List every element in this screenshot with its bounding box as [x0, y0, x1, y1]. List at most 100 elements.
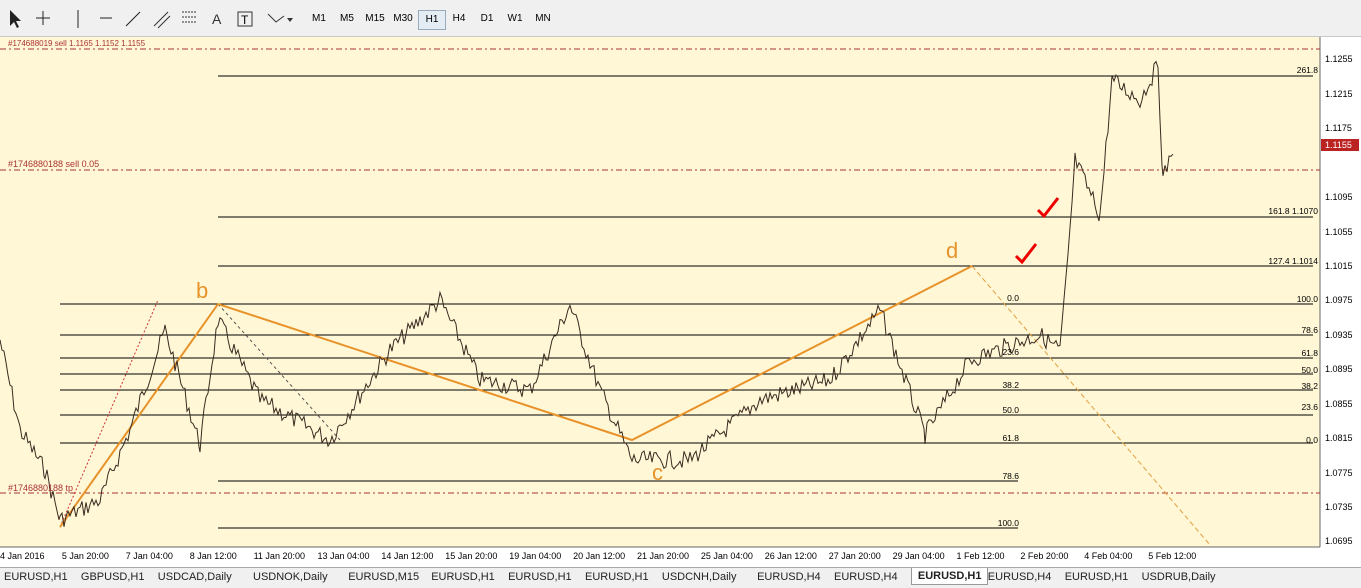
time-tick-label: 21 Jan 20:00 — [637, 551, 689, 561]
fib-level: 127.4 1.1014 — [1268, 256, 1318, 266]
fib-level: 78.6 — [1301, 325, 1318, 335]
price-tick-label: 1.0695 — [1325, 536, 1353, 546]
price-tick-label: 1.1015 — [1325, 261, 1353, 271]
time-tick-label: 19 Jan 04:00 — [509, 551, 561, 561]
pattern-point: b — [196, 278, 208, 303]
time-tick-label: 25 Jan 04:00 — [701, 551, 753, 561]
chart-tab[interactable]: USDCAD,Daily — [157, 571, 232, 583]
toolbar: A T M1 M5 M15 M30 H1 H4 D1 W1 MN — [0, 0, 1361, 37]
timeframe-button[interactable]: H1 — [418, 10, 446, 30]
price-tick-label: 1.0735 — [1325, 502, 1353, 512]
price-tick-label: 1.0815 — [1325, 433, 1353, 443]
fib-level: 78.6 — [1002, 471, 1019, 481]
time-tick-label: 15 Jan 20:00 — [445, 551, 497, 561]
tool-icons: A T — [10, 10, 293, 29]
fib-level: 100.0 — [998, 518, 1020, 528]
timeframe-button[interactable]: D1 — [480, 13, 494, 24]
fib-level: 61.8 — [1002, 433, 1019, 443]
plot-area — [0, 37, 1320, 547]
chart-tab[interactable]: EURUSD,H1 — [585, 571, 649, 583]
fib-level: 261.8 — [1297, 65, 1319, 75]
price-chart: #174688019 sell 1.1165 1.1152 1.1155 #174… — [0, 37, 1361, 567]
time-tick-label: 20 Jan 12:00 — [573, 551, 625, 561]
check-mark — [1014, 243, 1038, 265]
time-tick-label: 4 Feb 04:00 — [1084, 551, 1132, 561]
time-scale — [0, 547, 1361, 567]
current-price-box — [1321, 139, 1359, 151]
time-tick-label: 1 Feb 12:00 — [957, 551, 1005, 561]
timeframe-button[interactable]: M1 — [312, 13, 326, 24]
time-tick-label: 27 Jan 20:00 — [829, 551, 881, 561]
chart-tab[interactable]: USDRUB,Daily — [1141, 571, 1216, 583]
chart-tab[interactable]: GBPUSD,H1 — [80, 571, 145, 583]
fib-level: 100.0 — [1297, 294, 1319, 304]
chart-tab[interactable]: EURUSD,H4 — [987, 571, 1052, 583]
time-tick-label: 8 Jan 12:00 — [190, 551, 237, 561]
pattern-point: d — [946, 238, 958, 263]
pattern-line — [59, 265, 973, 528]
price-series — [0, 60, 1174, 527]
fib-level: 0.0 — [1306, 435, 1318, 445]
time-tick-label: 29 Jan 04:00 — [893, 551, 945, 561]
fib-level: 23.6 — [1002, 347, 1019, 357]
price-tick-label: 1.1055 — [1325, 227, 1353, 237]
check-mark — [1036, 197, 1060, 219]
price-tick-label: 1.0855 — [1325, 399, 1353, 409]
timeframe-button[interactable]: M15 — [365, 13, 385, 24]
chart-tab[interactable]: EURUSD,H1 — [1064, 571, 1129, 583]
chart-tab[interactable]: EURUSD,H1 — [508, 571, 572, 583]
price-tick-label: 1.0935 — [1325, 330, 1353, 340]
svg-text:A: A — [212, 11, 222, 27]
chart-tab[interactable]: EURUSD,H1 — [910, 568, 989, 585]
drawings — [0, 48, 1320, 546]
fib-level: 38.2 — [1301, 381, 1318, 391]
price-tick-label: 1.1095 — [1325, 192, 1353, 202]
fib-level: 38.2 — [1002, 380, 1019, 390]
price-scale — [1320, 37, 1361, 567]
chart-tabs: EURUSD,H1 GBPUSD,H1 USDCAD,Daily USDNOK,Dai… — [0, 567, 1361, 588]
time-tick-label: 13 Jan 04:00 — [318, 551, 370, 561]
price-tick-label: 1.1255 — [1325, 54, 1353, 64]
pattern-point: c — [652, 460, 663, 485]
time-tick-label: 2 Feb 20:00 — [1020, 551, 1068, 561]
chart-tab[interactable]: USDNOK,Daily — [253, 571, 328, 583]
price-tick-label: 1.0775 — [1325, 468, 1353, 478]
time-tick-label: 5 Jan 20:00 — [62, 551, 109, 561]
time-tick-label: 4 Jan 2016 — [0, 551, 45, 561]
fib-level: 50.0 — [1002, 405, 1019, 415]
price-tick-label: 1.1175 — [1325, 123, 1352, 133]
time-tick-label: 5 Feb 12:00 — [1148, 551, 1196, 561]
timeframe-button[interactable]: M30 — [393, 13, 413, 24]
order-label: #1746880188 tp — [8, 483, 73, 493]
timeframe-button[interactable]: M5 — [340, 13, 354, 24]
time-tick-label: 7 Jan 04:00 — [126, 551, 173, 561]
drawing-line — [971, 265, 1211, 546]
fib-level: 61.8 — [1301, 348, 1318, 358]
fib-level: 50.0 — [1301, 365, 1318, 375]
price-tick-label: 1.0895 — [1325, 364, 1353, 374]
time-tick-label: 26 Jan 12:00 — [765, 551, 817, 561]
order-header: #174688019 sell 1.1165 1.1152 1.1155 — [8, 39, 146, 48]
chart-tab[interactable]: EURUSD,H1 — [431, 571, 495, 583]
chart-tab[interactable]: EURUSD,M15 — [348, 571, 420, 583]
timeframe-button[interactable]: W1 — [507, 13, 523, 24]
chart-tab[interactable]: EURUSD,H4 — [834, 571, 898, 583]
drawing-line — [217, 303, 341, 441]
timeframe-button[interactable]: H4 — [452, 13, 466, 24]
fib-level: 0.0 — [1007, 293, 1019, 303]
time-tick-label: 11 Jan 20:00 — [254, 551, 305, 561]
chart-tab[interactable]: USDCNH,Daily — [661, 571, 737, 583]
fib-level: 161.8 1.1070 — [1268, 206, 1318, 216]
fib-level: 23.6 — [1301, 402, 1318, 412]
chart-tab[interactable]: EURUSD,H4 — [757, 571, 821, 583]
chart-tab[interactable]: EURUSD,H1 — [4, 571, 68, 583]
order-label: #1746880188 sell 0.05 — [8, 159, 99, 169]
timeframe-button[interactable]: MN — [535, 13, 551, 24]
drawing-line — [59, 299, 159, 528]
price-tick-label: 1.1215 — [1325, 89, 1353, 99]
time-tick-label: 14 Jan 12:00 — [381, 551, 433, 561]
price-tick-label: 1.0975 — [1325, 295, 1353, 305]
current-price: 1.1155 — [1325, 140, 1352, 150]
svg-text:T: T — [241, 13, 249, 27]
